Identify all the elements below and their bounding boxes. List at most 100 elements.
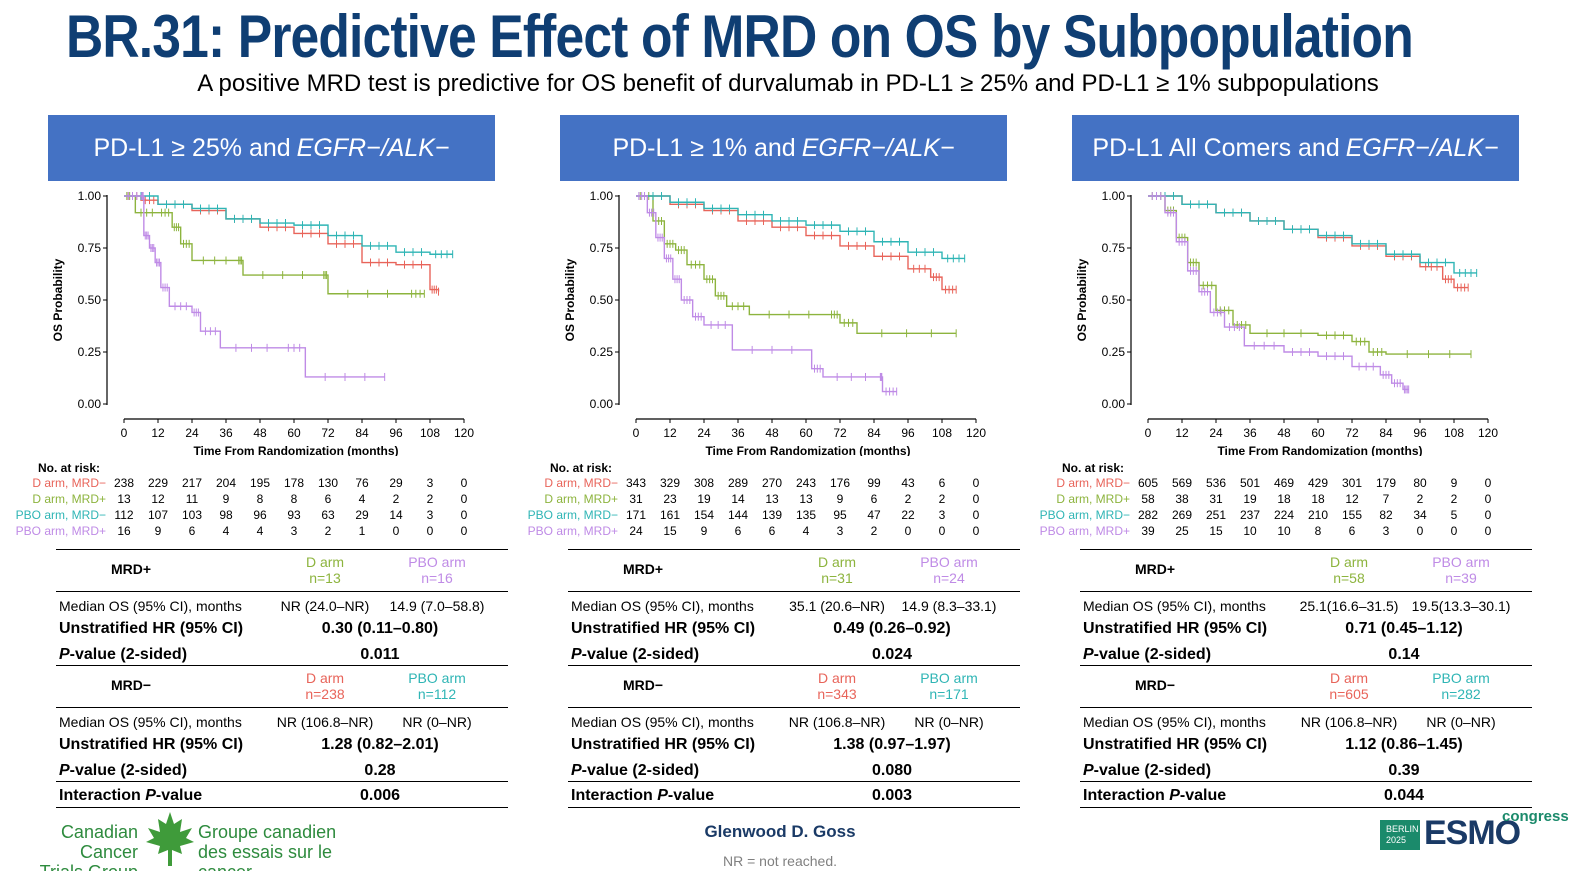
risk-value: 154 [693,508,715,522]
y-axis-label: OS Probability [1075,258,1089,341]
group-label: MRD+ [622,561,664,577]
risk-value: 243 [795,476,817,490]
p-value: 0.024 [871,646,913,663]
pbo-arm-header: PBO arm [1432,670,1490,686]
x-tick-label: 108 [932,426,952,440]
risk-value: 2 [324,524,332,538]
panel-header-text: PD-L1 ≥ 1% and [612,133,796,162]
x-tick-label: 96 [901,426,915,440]
risk-value: 289 [727,476,749,490]
risk-value: 58 [1141,492,1155,506]
risk-value: 301 [1341,476,1363,490]
interaction-label: Interaction P-value [59,787,202,805]
x-tick-label: 24 [185,426,199,440]
km-curve-2 [124,195,425,295]
risk-value: 39 [1141,524,1155,538]
x-tick-label: 0 [121,426,128,440]
x-tick-label: 36 [219,426,233,440]
risk-value: 1 [358,524,366,538]
risk-row-label: D arm, MRD+ [32,492,106,506]
risk-value: 155 [1341,508,1363,522]
risk-value: 9 [836,492,844,506]
risk-value: 204 [215,476,237,490]
slide-title: BR.31: Predictive Effect of MRD on OS by… [66,3,1414,70]
risk-value: 13 [765,492,779,506]
risk-value: 6 [768,524,776,538]
slide-subtitle: A positive MRD test is predictive for OS… [197,70,1379,97]
pbo-arm-median-os: 19.5(13.3–30.1) [1411,598,1511,614]
risk-row: D arm, MRD− 605 569 536 501 469 429 301 179 80 9 0 [1056,476,1552,492]
risk-row-label: D arm, MRD− [1056,476,1130,490]
p-letter: P [571,762,582,779]
table-rule [1080,549,1532,550]
x-tick-label: 12 [1175,426,1189,440]
risk-value: 282 [1137,508,1159,522]
risk-value: 95 [833,508,847,522]
interaction-rest: -value [155,787,203,804]
table-rule [1080,807,1532,808]
risk-value: 0 [972,476,980,490]
interaction-text: Interaction [59,787,146,804]
y-tick-label: 1.00 [78,189,102,203]
risk-value: 144 [727,508,749,522]
esmo-wordmark: ESMO [1424,814,1521,852]
risk-value: 80 [1413,476,1427,490]
median-os-label: Median OS (95% CI), months [59,598,242,614]
risk-value: 6 [324,492,332,506]
p-value-label: P-value (2-sided) [1083,646,1211,664]
risk-value: 63 [321,508,335,522]
table-rule [56,591,508,592]
risk-row-label: D arm, MRD+ [1056,492,1130,506]
risk-value: 2 [392,492,400,506]
risk-value: 0 [972,492,980,506]
risk-value: 8 [256,492,264,506]
x-tick-label: 72 [321,426,335,440]
risk-value: 329 [659,476,681,490]
risk-row-label: PBO arm, MRD+ [15,524,106,538]
risk-value: 270 [761,476,783,490]
km-chart: 0.00 0.25 0.50 0.75 1.00 0 12 24 36 48 60 72 84 96 108… [1075,189,1498,456]
p-letter: P [1083,646,1094,663]
p-value-label: P-value (2-sided) [571,646,699,664]
risk-value: 6 [870,492,878,506]
risk-value: 210 [1307,508,1329,522]
risk-value: 25 [1175,524,1189,538]
risk-value: 18 [1311,492,1325,506]
risk-value: 99 [867,476,881,490]
x-tick-label: 120 [454,426,474,440]
risk-value: 16 [117,524,131,538]
hr-label: Unstratified HR (95% CI) [1083,620,1268,637]
pbo-arm-median-os: 14.9 (7.0–58.8) [389,598,485,614]
risk-row: PBO arm, MRD+ 16 9 6 4 4 3 2 1 0 0 0 [16,524,528,540]
footnote: NR = not reached. [722,853,837,869]
y-tick-label: 0.75 [590,241,614,255]
hr-value: 0.30 (0.11–0.80) [321,620,439,637]
x-tick-label: 120 [1478,426,1498,440]
risk-value: 2 [1416,492,1424,506]
risk-value: 139 [761,508,783,522]
x-tick-label: 120 [966,426,986,440]
p-rest: -value (2-sided) [69,762,188,779]
risk-value: 4 [222,524,230,538]
esmo-logo: BERLIN 2025 ESMO congress [1378,808,1569,858]
table-rule [568,781,1020,782]
risk-row-label: D arm, MRD+ [544,492,618,506]
x-axis-label: Time From Randomization (months) [1217,444,1422,456]
d-arm-median-os: NR (24.0–NR) [280,598,370,614]
x-axis-label: Time From Randomization (months) [193,444,398,456]
y-tick-label: 0.75 [1102,241,1126,255]
risk-value: 0 [426,524,434,538]
pbo-arm-header: PBO arm [1432,554,1490,570]
risk-value: 9 [222,492,230,506]
median-os-label: Median OS (95% CI), months [1083,714,1266,730]
risk-row-label: PBO arm, MRD+ [527,524,618,538]
p-letter: P [59,646,70,663]
risk-value: 47 [867,508,881,522]
interaction-label: Interaction P-value [1083,787,1226,805]
hr-label: Unstratified HR (95% CI) [571,736,756,753]
x-tick-label: 72 [833,426,847,440]
x-tick-label: 84 [355,426,369,440]
risk-value: 0 [460,524,468,538]
risk-value: 4 [802,524,810,538]
risk-row-label: D arm, MRD− [32,476,106,490]
